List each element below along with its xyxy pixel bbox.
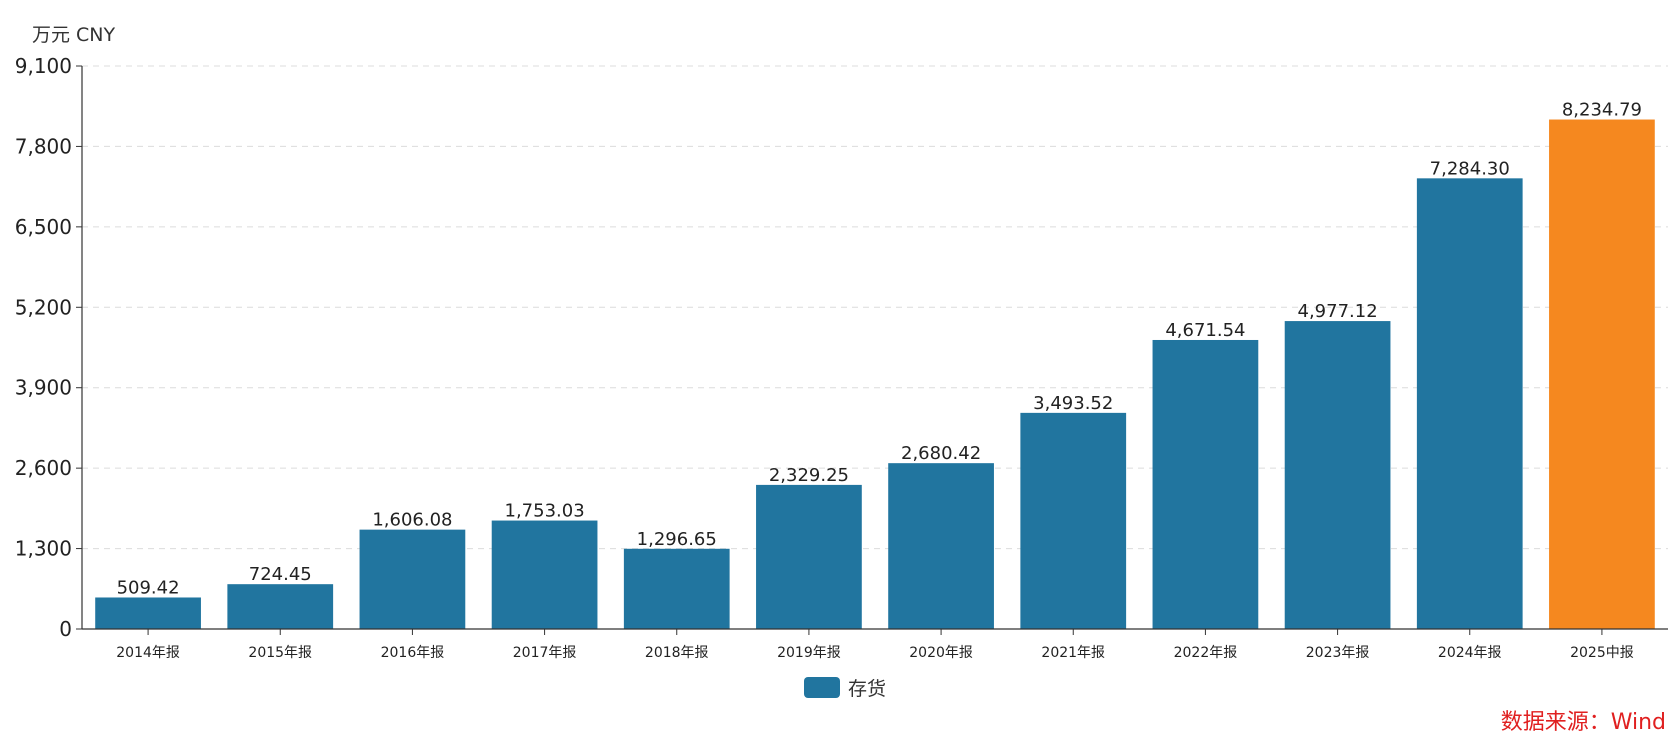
data-label: 1,606.08 — [372, 510, 452, 531]
bar[interactable] — [227, 584, 334, 629]
data-label: 4,977.12 — [1298, 301, 1378, 322]
bar[interactable] — [359, 529, 466, 629]
data-label: 1,753.03 — [505, 501, 585, 522]
legend-swatch — [804, 677, 840, 698]
grid-lines — [82, 65, 1668, 550]
y-tick-label: 7,800 — [15, 134, 72, 158]
data-label: 4,671.54 — [1165, 320, 1245, 341]
legend-label: 存货 — [848, 678, 887, 700]
x-axis: 2014年报 2015年报 2016年报 2017年报 2018年报 2019年报 2020… — [82, 628, 1668, 661]
source-note: 数据来源：Wind — [1500, 710, 1666, 735]
bar[interactable] — [1549, 119, 1655, 629]
x-tick-label: 2017年报 — [513, 645, 577, 661]
y-tick-label: 5,200 — [15, 295, 72, 319]
x-tick-label: 2014年报 — [116, 645, 180, 661]
bar[interactable] — [1416, 178, 1523, 629]
data-label: 2,329.25 — [769, 465, 849, 486]
data-label: 8,234.79 — [1562, 100, 1642, 121]
x-tick-label: 2021年报 — [1041, 645, 1105, 661]
x-tick-label: 2022年报 — [1174, 645, 1238, 661]
bar[interactable] — [491, 520, 598, 629]
bar[interactable] — [95, 597, 201, 629]
data-label: 2,680.42 — [901, 443, 981, 464]
data-label: 3,493.52 — [1033, 393, 1113, 414]
data-label: 7,284.30 — [1430, 158, 1510, 179]
bar[interactable] — [1284, 321, 1391, 629]
y-tick-label: 9,100 — [15, 54, 72, 78]
x-tick-label: 2019年报 — [777, 645, 841, 661]
x-tick-label: 2024年报 — [1438, 645, 1502, 661]
data-labels: 509.42 724.45 1,606.08 1,753.03 1,296.65 2,32… — [117, 100, 1642, 599]
bar[interactable] — [1020, 412, 1127, 629]
bar[interactable] — [1152, 339, 1259, 629]
y-tick-label: 3,900 — [15, 376, 72, 400]
y-tick-label: 6,500 — [15, 215, 72, 239]
bar[interactable] — [756, 484, 862, 629]
bars — [95, 119, 1655, 629]
y-tick-label: 0 — [59, 617, 72, 641]
x-tick-label: 2016年报 — [381, 645, 445, 661]
x-tick-label: 2023年报 — [1306, 645, 1370, 661]
legend[interactable]: 存货 — [804, 674, 886, 701]
data-label: 724.45 — [249, 564, 312, 585]
data-label: 1,296.65 — [637, 529, 717, 550]
y-axis-unit-label: 万元 CNY — [32, 24, 116, 46]
y-tick-label: 1,300 — [15, 537, 72, 561]
x-tick-label: 2020年报 — [909, 645, 973, 661]
x-tick-label: 2018年报 — [645, 645, 709, 661]
y-tick-label: 2,600 — [15, 456, 72, 480]
data-label: 509.42 — [117, 577, 180, 598]
x-tick-label: 2025中报 — [1570, 645, 1634, 661]
bar[interactable] — [888, 463, 994, 629]
x-tick-label: 2015年报 — [248, 645, 312, 661]
y-axis: 0 1,300 2,600 3,900 5,200 6,500 7,800 9,100 — [15, 54, 83, 641]
bar[interactable] — [623, 548, 730, 629]
